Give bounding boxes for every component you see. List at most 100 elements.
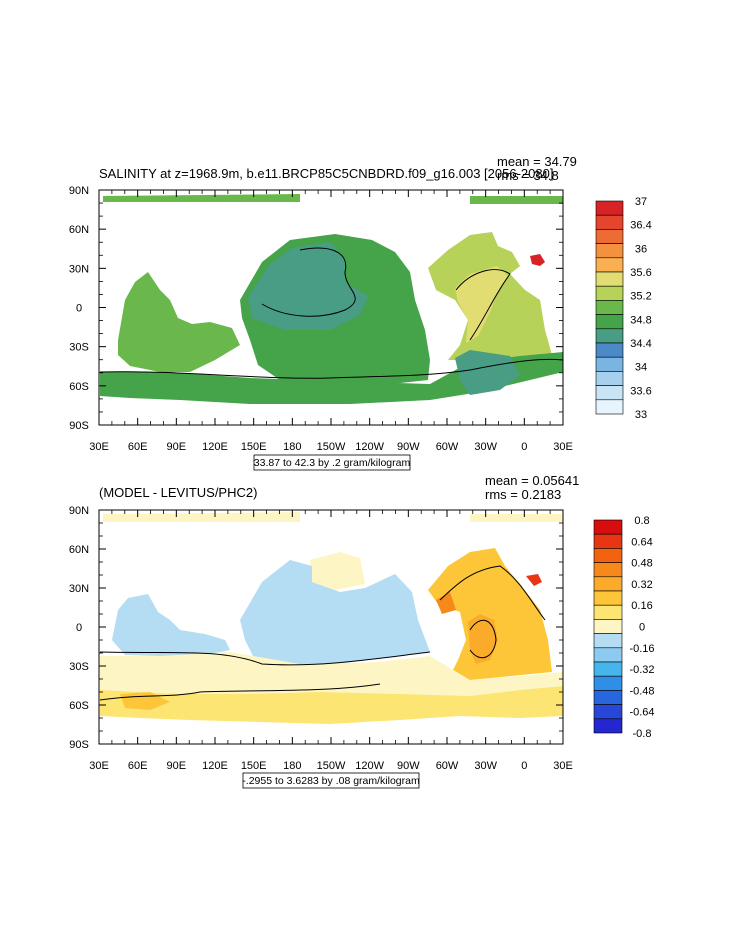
colorbar-swatch — [593, 576, 623, 592]
lon-label: 120E — [202, 441, 228, 453]
lon-label: 30E — [553, 760, 573, 772]
lon-label: 30E — [553, 441, 573, 453]
colorbar-label: 33 — [635, 409, 647, 421]
colorbar-swatch — [595, 200, 624, 216]
colorbar-swatch — [593, 604, 623, 620]
colorbar-swatch — [593, 548, 623, 563]
lat-label: 30S — [69, 661, 89, 673]
lat-label: 30N — [69, 263, 89, 275]
colorbar-swatch — [593, 519, 623, 535]
lat-label: 90S — [69, 420, 89, 432]
lat-label: 30S — [69, 342, 89, 354]
lat-label: 0 — [76, 303, 82, 315]
lat-axis: 90N 60N 30N 0 30S 60S 90S — [69, 185, 563, 432]
colorbar-swatch — [595, 314, 624, 330]
contour-info: 33.87 to 42.3 by .2 gram/kilogram — [254, 457, 411, 469]
colorbar-swatch — [593, 718, 623, 734]
lat-label: 30N — [69, 583, 89, 595]
lon-label: 90E — [167, 760, 187, 772]
colorbar-swatch — [595, 285, 624, 301]
lat-label: 60N — [69, 224, 89, 236]
colorbar-swatch — [593, 633, 623, 649]
colorbar-label: 34.8 — [630, 314, 651, 326]
lat-label: 0 — [76, 622, 82, 634]
contour-info: -.2955 to 3.6283 by .08 gram/kilogram — [242, 775, 420, 787]
lat-label: 90S — [69, 739, 89, 751]
colorbar-label: 0.32 — [631, 579, 652, 591]
lon-label: 90W — [397, 441, 420, 453]
colorbar: 37 36.4 36 35.6 35.2 34.8 34.4 34 33.6 33 — [595, 196, 652, 421]
colorbar-swatch — [593, 675, 623, 691]
mean-stat: mean = 34.79 — [497, 154, 577, 169]
colorbar-swatch — [595, 229, 624, 244]
lat-label: 60S — [69, 700, 89, 712]
lon-label: 150E — [241, 760, 267, 772]
rms-stat: rms = 0.2183 — [485, 487, 561, 502]
colorbar-swatch — [595, 356, 624, 372]
colorbar-swatch — [595, 385, 624, 401]
colorbar-swatch — [595, 342, 624, 358]
panel-title: SALINITY at z=1968.9m, b.e11.BRCP85C5CNB… — [99, 166, 553, 181]
colorbar-swatch — [593, 619, 623, 634]
lon-label: 150W — [317, 760, 346, 772]
salinity-panel: SALINITY at z=1968.9m, b.e11.BRCP85C5CNB… — [69, 154, 652, 471]
colorbar-swatch — [595, 257, 624, 273]
colorbar-label: 35.2 — [630, 291, 651, 303]
colorbar-swatch — [593, 661, 623, 677]
lat-label: 90N — [69, 185, 89, 197]
colorbar-label: -0.16 — [629, 643, 654, 655]
colorbar-swatch — [595, 243, 624, 259]
colorbar-swatch — [595, 371, 624, 386]
lon-label: 180 — [283, 760, 301, 772]
lat-label: 60S — [69, 381, 89, 393]
colorbar-label: 34.4 — [630, 338, 651, 350]
lon-label: 120W — [355, 441, 384, 453]
lon-label: 120W — [355, 760, 384, 772]
lon-label: 30W — [474, 760, 497, 772]
lon-label: 60W — [436, 441, 459, 453]
lon-label: 120E — [202, 760, 228, 772]
colorbar-label: -0.48 — [629, 685, 654, 697]
colorbar-label: 0.8 — [634, 515, 649, 527]
lon-label: 30W — [474, 441, 497, 453]
mean-stat: mean = 0.05641 — [485, 473, 579, 488]
colorbar-swatch — [593, 647, 623, 663]
lon-label: 30E — [89, 760, 109, 772]
colorbar-swatch — [593, 690, 623, 705]
colorbar-swatch — [595, 328, 624, 344]
rms-stat: rms = 34.8 — [497, 168, 559, 183]
colorbar-swatch — [593, 533, 623, 549]
lon-label: 90E — [167, 441, 187, 453]
lon-label: 0 — [521, 760, 527, 772]
lat-label: 60N — [69, 544, 89, 556]
lon-label: 150W — [317, 441, 346, 453]
colorbar-swatch — [595, 214, 624, 230]
colorbar-label: 35.6 — [630, 267, 651, 279]
lon-label: 0 — [521, 441, 527, 453]
colorbar-label: -0.32 — [629, 664, 654, 676]
colorbar-label: 37 — [635, 196, 647, 208]
map-area — [98, 189, 564, 426]
colorbar: 0.8 0.64 0.48 0.32 0.16 0 -0.16 -0.32 -0.48 -0.64… — [593, 515, 655, 740]
map-area — [98, 509, 564, 745]
lon-label: 90W — [397, 760, 420, 772]
colorbar-swatch — [593, 590, 623, 606]
colorbar-swatch — [595, 300, 624, 315]
colorbar-label: 0.16 — [631, 600, 652, 612]
colorbar-label: 36.4 — [630, 220, 651, 232]
colorbar-swatch — [595, 271, 624, 287]
lat-axis: 90N 60N 30N 0 30S 60S 90S — [69, 505, 563, 751]
colorbar-label: -0.64 — [629, 707, 654, 719]
lat-label: 90N — [69, 505, 89, 517]
colorbar-swatch — [595, 399, 624, 415]
panel-title: (MODEL - LEVITUS/PHC2) — [99, 485, 257, 500]
colorbar-swatch — [593, 704, 623, 720]
colorbar-label: -0.8 — [633, 728, 652, 740]
lon-label: 150E — [241, 441, 267, 453]
colorbar-label: 0.48 — [631, 558, 652, 570]
lon-label: 60W — [436, 760, 459, 772]
lon-label: 180 — [283, 441, 301, 453]
colorbar-label: 34 — [635, 362, 647, 374]
lon-axis: 30E 60E 90E 120E 150E 180 150W 120W 90W 60W 30W 0 30… — [89, 510, 573, 772]
